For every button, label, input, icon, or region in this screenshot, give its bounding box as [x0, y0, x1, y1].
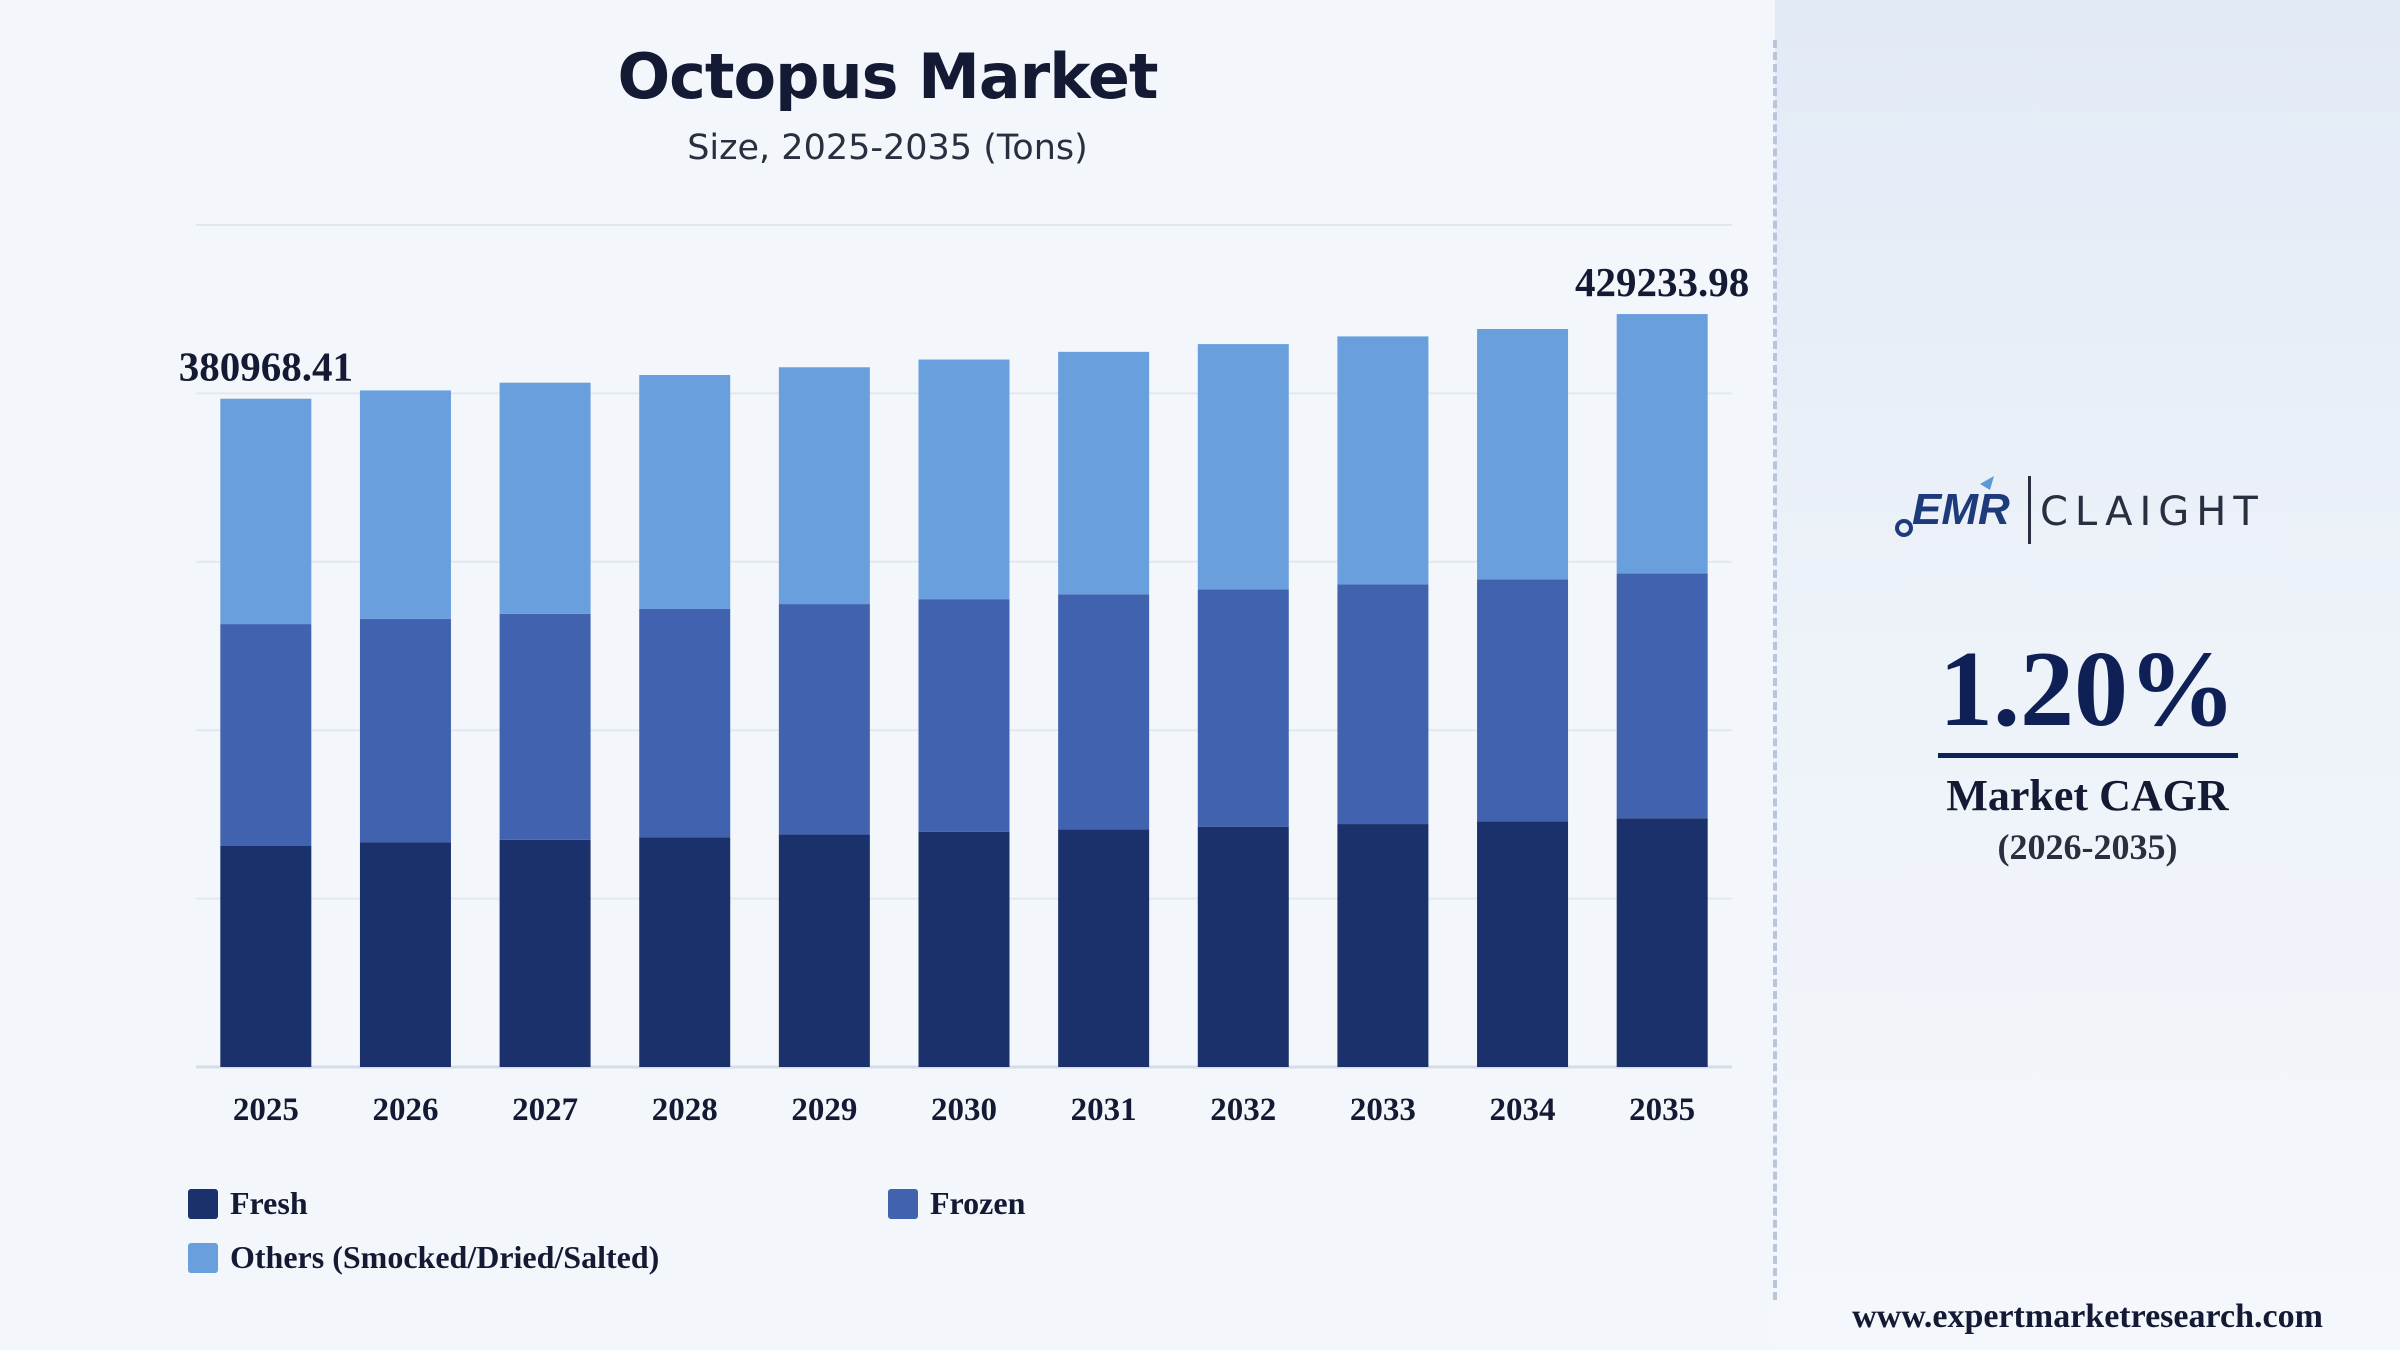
bar-frozen-2031: [1058, 594, 1150, 830]
bar-others-2026: [359, 390, 451, 619]
bar-fresh-2027: [499, 839, 591, 1067]
bar-fresh-2033: [1337, 824, 1429, 1067]
logo-arrow-icon: [1980, 476, 1994, 490]
bar-others-2033: [1337, 336, 1429, 585]
legend-swatch-frozen: [888, 1188, 918, 1219]
x-tick-label: 2030: [931, 1092, 997, 1128]
cagr-value: 1.20%: [1939, 630, 2236, 749]
x-tick-label: 2028: [652, 1092, 718, 1128]
website-link[interactable]: www.expertmarketresearch.com: [1852, 1298, 2323, 1335]
legend-item-frozen: Frozen: [888, 1185, 1025, 1222]
data-label-2035: 429233.98: [1575, 259, 1749, 305]
bar-fresh-2028: [639, 837, 731, 1067]
logo-mark-icon: [1895, 519, 1913, 537]
bar-frozen-2035: [1616, 573, 1708, 819]
legend-label-frozen: Frozen: [930, 1185, 1026, 1221]
bar-fresh-2035: [1616, 818, 1708, 1067]
bar-fresh-2026: [359, 842, 451, 1067]
legend-swatch-fresh: [188, 1188, 218, 1219]
bar-others-2030: [918, 359, 1010, 600]
bar-fresh-2032: [1197, 826, 1289, 1067]
bar-others-2029: [778, 367, 870, 605]
logo-separator: [2028, 476, 2031, 544]
bar-fresh-2034: [1477, 821, 1569, 1067]
legend-item-others: Others (Smocked/Dried/Salted): [188, 1239, 659, 1276]
bar-frozen-2027: [499, 613, 591, 840]
summary-panel: [1775, 0, 2400, 1350]
x-tick-label: 2034: [1490, 1092, 1556, 1128]
bar-others-2031: [1058, 351, 1150, 595]
x-tick-label: 2031: [1071, 1092, 1137, 1128]
bar-frozen-2032: [1197, 589, 1289, 827]
bar-fresh-2030: [918, 831, 1010, 1067]
legend-label-others: Others (Smocked/Dried/Salted): [230, 1239, 660, 1275]
bar-frozen-2026: [359, 618, 451, 843]
x-tick-label: 2035: [1629, 1092, 1695, 1128]
bar-fresh-2025: [220, 845, 312, 1067]
x-tick-label: 2032: [1210, 1092, 1276, 1128]
legend-swatch-others: [188, 1242, 218, 1273]
legend-item-fresh: Fresh: [188, 1185, 308, 1222]
bar-frozen-2030: [918, 599, 1010, 832]
stacked-bar-chart: 2025 2026 2027 2028 2029 2030 2031 2032 2033 2034…: [179, 224, 1749, 1128]
emr-claight-logo: EMR CLAIGHT: [1895, 476, 2265, 544]
cagr-label: Market CAGR: [1946, 771, 2229, 820]
x-tick-label: 2033: [1350, 1092, 1416, 1128]
bar-frozen-2034: [1477, 579, 1569, 822]
logo-claight-text: CLAIGHT: [2040, 489, 2265, 535]
x-tick-label: 2029: [791, 1092, 857, 1128]
panel-divider: [1773, 40, 1777, 1300]
bar-others-2027: [499, 382, 591, 614]
legend-label-fresh: Fresh: [230, 1185, 308, 1221]
bar-others-2025: [220, 398, 312, 625]
bar-others-2032: [1197, 344, 1289, 590]
chart-subtitle: Size, 2025-2035 (Tons): [687, 128, 1088, 168]
bar-frozen-2025: [220, 624, 312, 846]
bar-fresh-2031: [1058, 829, 1150, 1067]
cagr-underline: [1938, 753, 2238, 758]
bar-others-2028: [639, 374, 731, 609]
logo-emr-text: EMR: [1912, 485, 2010, 534]
x-tick-label: 2027: [512, 1092, 578, 1128]
bar-others-2034: [1477, 329, 1569, 580]
cagr-period: (2026-2035): [1997, 827, 2178, 867]
x-tick-label: 2025: [233, 1092, 299, 1128]
bar-frozen-2028: [639, 608, 731, 838]
data-label-2025: 380968.41: [179, 344, 353, 390]
bar-frozen-2033: [1337, 584, 1429, 825]
x-tick-label: 2026: [372, 1092, 438, 1128]
bar-fresh-2029: [778, 834, 870, 1067]
chart-title: Octopus Market: [617, 40, 1158, 113]
bar-frozen-2029: [778, 604, 870, 835]
bar-others-2035: [1616, 314, 1708, 574]
